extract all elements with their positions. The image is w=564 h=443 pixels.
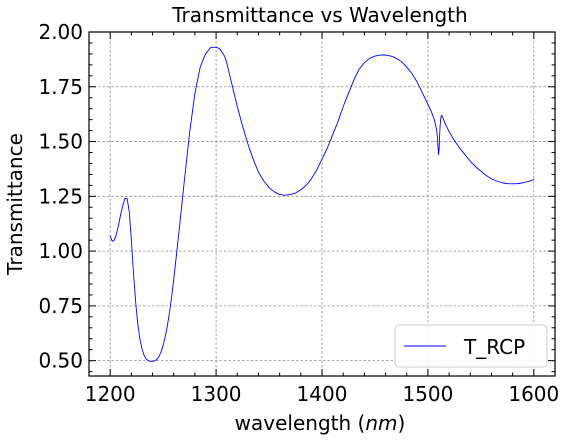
y-tick-label: 1.00 xyxy=(38,239,83,263)
y-tick-label: 1.75 xyxy=(38,75,83,99)
y-tick-label: 1.25 xyxy=(38,184,83,208)
x-axis-label-unit: nm xyxy=(365,411,397,435)
y-axis-label: Transmittance xyxy=(3,133,27,276)
legend: T_RCP xyxy=(394,324,548,368)
x-tick-label: 1200 xyxy=(85,382,136,406)
x-tick-label: 1400 xyxy=(297,382,348,406)
chart-title: Transmittance vs Wavelength xyxy=(171,3,467,27)
x-tick-label: 1600 xyxy=(508,382,559,406)
grid-lines xyxy=(89,31,555,376)
y-tick-label: 0.50 xyxy=(38,349,83,373)
y-tick-label: 1.50 xyxy=(38,130,83,154)
axis-ticks xyxy=(88,31,556,376)
legend-label-t-rcp: T_RCP xyxy=(463,335,525,359)
series-line-t-rcp xyxy=(109,46,534,362)
tick-labels: 1200 1300 1400 1500 1600 0.50 0.75 1.00 1.25 1.50… xyxy=(38,20,559,406)
y-tick-label: 2.00 xyxy=(38,20,83,44)
y-tick-label: 0.75 xyxy=(38,294,83,318)
x-axis-label: wavelength (nm) xyxy=(235,411,406,435)
x-axis-label-main: wavelength ( xyxy=(235,411,366,435)
series-layer xyxy=(109,46,534,362)
legend-box xyxy=(394,324,548,368)
x-tick-label: 1500 xyxy=(402,382,453,406)
x-tick-label: 1300 xyxy=(191,382,242,406)
x-axis-label-close: ) xyxy=(398,411,406,435)
